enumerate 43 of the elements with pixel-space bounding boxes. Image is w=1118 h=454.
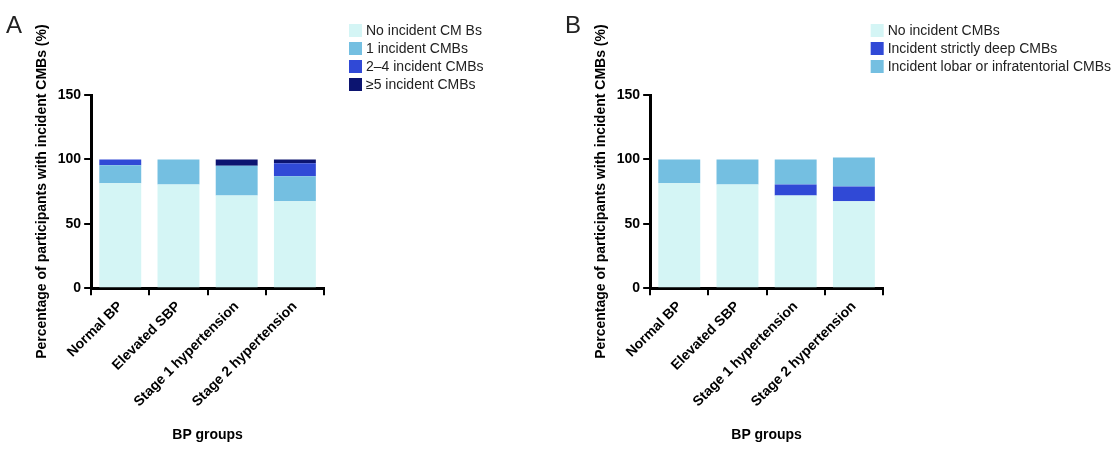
bar — [774, 184, 817, 196]
y-tick-label: 100 — [57, 150, 82, 167]
bar — [99, 165, 142, 184]
y-tick-label: 0 — [632, 279, 641, 296]
bar — [273, 176, 316, 202]
y-tick-label: 0 — [73, 279, 82, 296]
bar — [215, 159, 258, 166]
legend-label: ≥5 incident CMBs — [366, 75, 476, 92]
chart-title: B — [565, 10, 582, 38]
bar — [215, 165, 258, 196]
bar — [774, 159, 817, 185]
y-tick-label: 50 — [624, 214, 641, 231]
bar — [273, 159, 316, 164]
bar — [157, 159, 200, 185]
y-tick-label: 100 — [616, 150, 641, 167]
bar — [273, 163, 316, 177]
chart-title: A — [6, 10, 23, 38]
legend-label: No incident CM Bs — [366, 21, 482, 38]
bar — [658, 159, 701, 184]
x-axis-title: BP groups — [172, 426, 244, 443]
legend-label: 1 incident CMBs — [366, 39, 468, 56]
x-axis-title: BP groups — [731, 426, 803, 443]
legend-label: No incident CMBs — [887, 21, 1000, 38]
legend-label: Incident lobar or infratentorial CMBs — [887, 57, 1111, 74]
y-tick-label: 150 — [57, 85, 82, 102]
bar — [832, 186, 875, 202]
bar — [273, 201, 316, 288]
bar — [716, 159, 759, 185]
bar — [658, 183, 701, 288]
bar — [716, 184, 759, 288]
y-axis-title: Percentage of participants with incident CMBs (%) — [33, 24, 50, 359]
y-axis-title: Percentage of participants with incident CMBs (%) — [592, 24, 609, 359]
bar — [832, 201, 875, 288]
bar — [832, 157, 875, 187]
bar — [157, 184, 200, 288]
bar — [215, 195, 258, 288]
bar — [99, 159, 142, 166]
y-tick-label: 50 — [65, 214, 82, 231]
y-tick-label: 150 — [616, 85, 641, 102]
bar — [99, 183, 142, 288]
legend-label: Incident strictly deep CMBs — [887, 39, 1058, 56]
bar — [774, 195, 817, 288]
legend-label: 2–4 incident CMBs — [366, 57, 484, 74]
